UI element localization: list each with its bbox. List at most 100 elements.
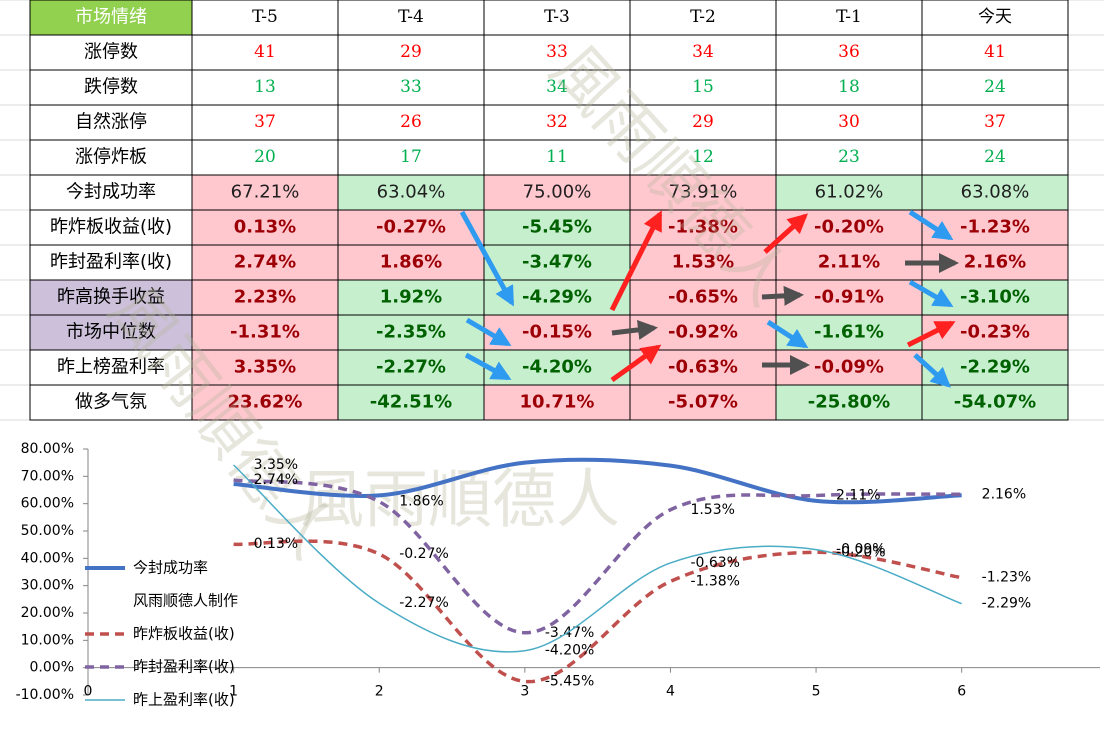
arrow — [906, 320, 956, 348]
cell — [629, 279, 777, 316]
x-tick-label: 1 — [229, 684, 238, 700]
cell — [337, 69, 485, 106]
cell-value: 75.00% — [523, 182, 592, 203]
row-label: 涨停数 — [84, 42, 138, 63]
cell-value: -1.38% — [668, 217, 738, 238]
legend-note: 风雨顺德人制作 — [133, 592, 238, 610]
cell — [775, 384, 923, 421]
arrows — [459, 209, 959, 388]
cell-value: 29 — [692, 112, 714, 132]
cell-value: 41 — [984, 42, 1006, 62]
data-label: -1.23% — [982, 570, 1032, 586]
watermark: 風雨順德人 — [300, 464, 620, 538]
cell — [775, 69, 923, 106]
cell — [921, 139, 1069, 176]
cell — [337, 34, 485, 71]
row-label: 今封成功率 — [66, 182, 156, 203]
chart: -10.00% 0.00% 10.00% 20.00% 30.00% 40.00% 50.0… — [16, 441, 1100, 709]
cell-value: -1.31% — [230, 322, 300, 343]
arrow — [908, 279, 954, 308]
row-label: 自然涨停 — [75, 112, 147, 133]
cell-value: 2.23% — [234, 287, 296, 308]
cell — [191, 104, 339, 141]
data-label: 1.86% — [399, 494, 443, 510]
row-label: 市场情绪 — [75, 7, 147, 28]
row-label-cell — [29, 384, 193, 421]
cell — [191, 279, 339, 316]
cell-value: -4.29% — [522, 287, 592, 308]
cell-value: 1.92% — [380, 287, 442, 308]
row-label: 昨炸板收益(收) — [50, 217, 172, 238]
cell-value: 13 — [254, 77, 276, 97]
row-label: 做多气氛 — [75, 392, 147, 413]
arrow — [609, 210, 663, 312]
row-label: 跌停数 — [84, 77, 138, 98]
y-tick-label: 80.00% — [21, 441, 74, 457]
x-tick-label: 6 — [957, 684, 966, 700]
cell-value: -54.07% — [954, 392, 1036, 413]
y-tick-label: 30.00% — [21, 578, 74, 594]
row-label: 昨上榜盈利率 — [57, 357, 165, 378]
cell-value: -2.35% — [376, 322, 446, 343]
cell-value: -1.23% — [960, 217, 1030, 238]
cell — [483, 209, 631, 246]
cell-value: 37 — [984, 112, 1006, 132]
data-label: -0.63% — [690, 555, 740, 571]
cell-value: -0.23% — [960, 322, 1030, 343]
data-label: -0.27% — [399, 546, 449, 562]
cell-value: 63.04% — [377, 182, 446, 203]
y-tick-label: 60.00% — [21, 496, 74, 512]
y-tick-label: 70.00% — [21, 468, 74, 484]
cell-value: 3.35% — [234, 357, 296, 378]
cell — [337, 314, 485, 351]
data-label: -5.45% — [545, 673, 595, 689]
data-label: -1.38% — [690, 573, 740, 589]
column-header: T-4 — [398, 7, 424, 27]
cell — [483, 69, 631, 106]
cell — [483, 139, 631, 176]
legend-label: 昨上盈利率(收) — [133, 691, 235, 709]
cell-value: 2.16% — [964, 252, 1026, 273]
data-label: 0.13% — [254, 536, 298, 552]
cell-value: 15 — [692, 77, 714, 97]
cell — [483, 384, 631, 421]
cell — [921, 104, 1069, 141]
cell — [921, 174, 1069, 211]
data-label: -2.29% — [982, 596, 1032, 612]
cell-value: 34 — [692, 42, 714, 62]
arrow — [763, 213, 808, 254]
cell — [921, 384, 1069, 421]
row-label-cell — [29, 349, 193, 386]
cell — [775, 139, 923, 176]
row-label-cell — [29, 34, 193, 71]
y-tick-label: 50.00% — [21, 523, 74, 539]
cell-value: -0.91% — [814, 287, 884, 308]
row-label: 市场中位数 — [66, 322, 156, 343]
cell-value: 61.02% — [815, 182, 884, 203]
cell — [191, 314, 339, 351]
cell-value: 24 — [984, 77, 1006, 97]
y-tick-label: 20.00% — [21, 605, 74, 621]
cell-value: -0.20% — [814, 217, 884, 238]
cell-value: 2.74% — [234, 252, 296, 273]
cell-value: 37 — [254, 112, 276, 132]
cell-value: 33 — [400, 77, 422, 97]
cell — [775, 104, 923, 141]
cell-value: 32 — [546, 112, 568, 132]
data-label: 1.53% — [690, 502, 734, 518]
arrow — [766, 319, 809, 349]
cell-value: 10.71% — [520, 392, 595, 413]
column-header: T-3 — [544, 7, 570, 27]
cell-value: -4.20% — [522, 357, 592, 378]
cell-value: 26 — [400, 112, 422, 132]
cell — [775, 174, 923, 211]
x-tick-label: 5 — [812, 684, 821, 700]
cell-value: 18 — [838, 77, 860, 97]
legend-label: 今封成功率 — [133, 559, 208, 577]
cell-value: -3.47% — [522, 252, 592, 273]
row-label: 昨高换手收益 — [57, 287, 165, 308]
row-label-cell — [29, 174, 193, 211]
row-label-cell — [29, 104, 193, 141]
x-tick-label: 3 — [520, 684, 529, 700]
